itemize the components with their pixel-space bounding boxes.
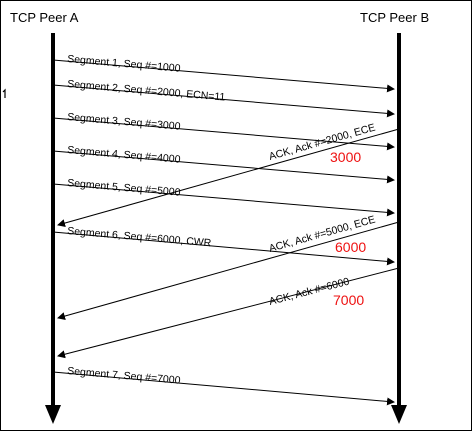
segment-3-arrow (52, 117, 395, 151)
segment-6-label: Segment 6, Seq #=6000, CWR (67, 225, 212, 249)
ack-arrows (57, 128, 400, 359)
segment-3-label: Segment 3, Seq #=3000 (67, 111, 181, 133)
ack-3-number: 7000 (333, 292, 364, 308)
segment-7-arrow (52, 371, 395, 406)
segment-1-arrow (52, 59, 395, 93)
segment-2-arrow (52, 84, 395, 118)
segment-2-label: Segment 2, Seq #=2000, ECN=11 (67, 78, 226, 104)
segment-1-label: Segment 1, Seq #=1000 (67, 53, 181, 75)
segment-6-arrow (52, 231, 395, 266)
segment-7-label: Segment 7, Seq #=7000 (67, 365, 181, 387)
stray-mark (2, 88, 6, 98)
segment-4-arrow (52, 150, 395, 184)
peer-b-lifeline-arrowhead (391, 405, 407, 424)
segment-4-label: Segment 4, Seq #=4000 (67, 144, 181, 166)
ack-3-arrow (57, 267, 400, 359)
segment-arrows (52, 59, 395, 406)
ack-2-arrow (57, 221, 400, 320)
ack-1-number: 3000 (330, 149, 361, 165)
segment-5-arrow (52, 183, 395, 217)
peer-a-lifeline-arrowhead (45, 405, 61, 424)
peer-a-title: TCP Peer A (10, 10, 79, 25)
ack-2-number: 6000 (335, 239, 366, 255)
segment-5-label: Segment 5, Seq #=5000 (67, 177, 181, 199)
ack-1-arrow (57, 128, 400, 227)
peer-b-title: TCP Peer B (360, 10, 429, 25)
